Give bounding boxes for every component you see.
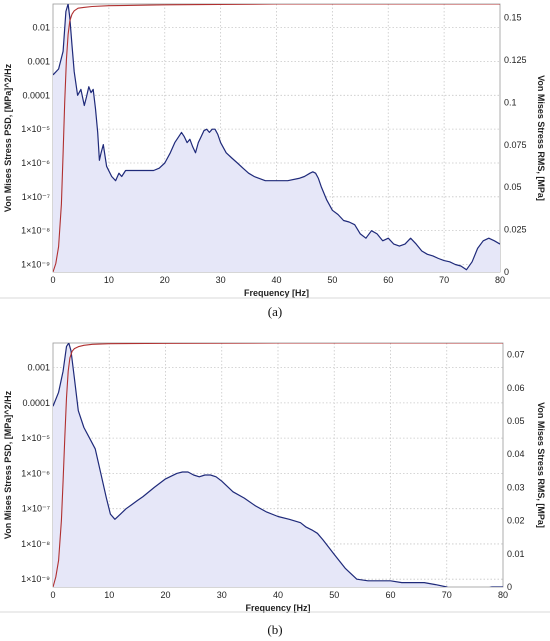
y-left-tick-label: 1×10⁻⁸: [21, 226, 50, 236]
x-tick-label: 30: [217, 590, 227, 600]
x-tick-label: 70: [442, 590, 452, 600]
x-tick-label: 50: [329, 590, 339, 600]
rms-series-line: [53, 343, 503, 587]
panel-label: (a): [268, 304, 282, 319]
x-axis-label: Frequency [Hz]: [244, 288, 309, 298]
y-left-tick-label: 1×10⁻⁸: [21, 539, 50, 549]
x-tick-label: 40: [271, 275, 281, 285]
y-right-tick-label: 0.05: [504, 182, 522, 192]
y-right-tick-label: 0.125: [504, 55, 527, 65]
y-left-axis-label: Von Mises Stress PSD, [MPa]^2/Hz: [3, 390, 13, 539]
y-left-tick-label: 1×10⁻⁹: [21, 259, 50, 269]
chart-b: 0 10 20 30 40 50 60 70 80 1×10⁻⁹ 1×10⁻⁸ 1×10⁻⁷ 1×10⁻…: [0, 342, 550, 637]
x-tick-label: 10: [104, 590, 114, 600]
y-right-tick-label: 0.1: [504, 97, 517, 107]
x-tick-label: 20: [160, 275, 170, 285]
chart-a: 0 10 20 30 40 50 60 70 80 1×10⁻⁹ 1×10⁻⁸ 1×10⁻⁷ 1×10⁻…: [0, 3, 550, 319]
y-left-tick-label: 1×10⁻⁷: [22, 504, 50, 514]
x-tick-label: 70: [439, 275, 449, 285]
y-right-tick-label: 0.05: [507, 416, 525, 426]
y-right-axis-label: Von Mises Stress RMS, [MPa]: [536, 75, 546, 201]
y-right-tick-label: 0.02: [507, 516, 525, 526]
y-right-tick-label: 0.07: [507, 350, 525, 360]
x-tick-label: 10: [104, 275, 114, 285]
y-right-tick-label: 0.025: [504, 225, 527, 235]
y-right-tick-label: 0.06: [507, 383, 525, 393]
y-left-tick-label: 1×10⁻⁷: [22, 192, 50, 202]
y-left-tick-label: 1×10⁻⁶: [21, 468, 50, 478]
y-right-tick-label: 0: [507, 582, 512, 592]
x-tick-label: 40: [273, 590, 283, 600]
y-left-tick-label: 1×10⁻⁵: [21, 124, 50, 134]
x-tick-label: 0: [50, 590, 55, 600]
y-right-tick-label: 0.15: [504, 13, 522, 23]
y-right-tick-label: 0: [504, 267, 509, 277]
x-tick-label: 60: [385, 590, 395, 600]
x-axis-label: Frequency [Hz]: [245, 603, 310, 613]
psd-series-line: [53, 4, 500, 271]
x-tick-label: 60: [383, 275, 393, 285]
plot-area: [53, 4, 500, 272]
y-left-tick-label: 0.0001: [22, 90, 50, 100]
y-right-tick-label: 0.04: [507, 449, 525, 459]
y-left-tick-label: 0.0001: [22, 398, 50, 408]
y-left-tick-label: 0.01: [32, 23, 50, 33]
psd-series-line: [53, 343, 503, 587]
y-left-tick-label: 1×10⁻⁵: [21, 433, 50, 443]
y-right-tick-label: 0.01: [507, 549, 525, 559]
x-tick-label: 50: [327, 275, 337, 285]
y-left-tick-label: 1×10⁻⁹: [21, 574, 50, 584]
y-right-tick-label: 0.075: [504, 140, 527, 150]
psd-area-fill: [53, 4, 500, 272]
y-left-tick-label: 0.001: [27, 363, 50, 373]
y-left-tick-label: 0.001: [27, 56, 50, 66]
x-tick-label: 80: [498, 590, 508, 600]
panel-label: (b): [267, 622, 282, 637]
x-tick-label: 80: [495, 275, 505, 285]
y-right-tick-label: 0.03: [507, 482, 525, 492]
rms-series-line: [53, 4, 500, 272]
x-tick-label: 20: [160, 590, 170, 600]
x-tick-label: 0: [50, 275, 55, 285]
psd-area-fill: [53, 343, 503, 587]
plot-area: [53, 343, 503, 587]
y-left-tick-label: 1×10⁻⁶: [21, 158, 50, 168]
y-left-axis-label: Von Mises Stress PSD, [MPa]^2/Hz: [3, 63, 13, 212]
y-right-axis-label: Von Mises Stress RMS, [MPa]: [536, 402, 546, 528]
x-tick-label: 30: [216, 275, 226, 285]
